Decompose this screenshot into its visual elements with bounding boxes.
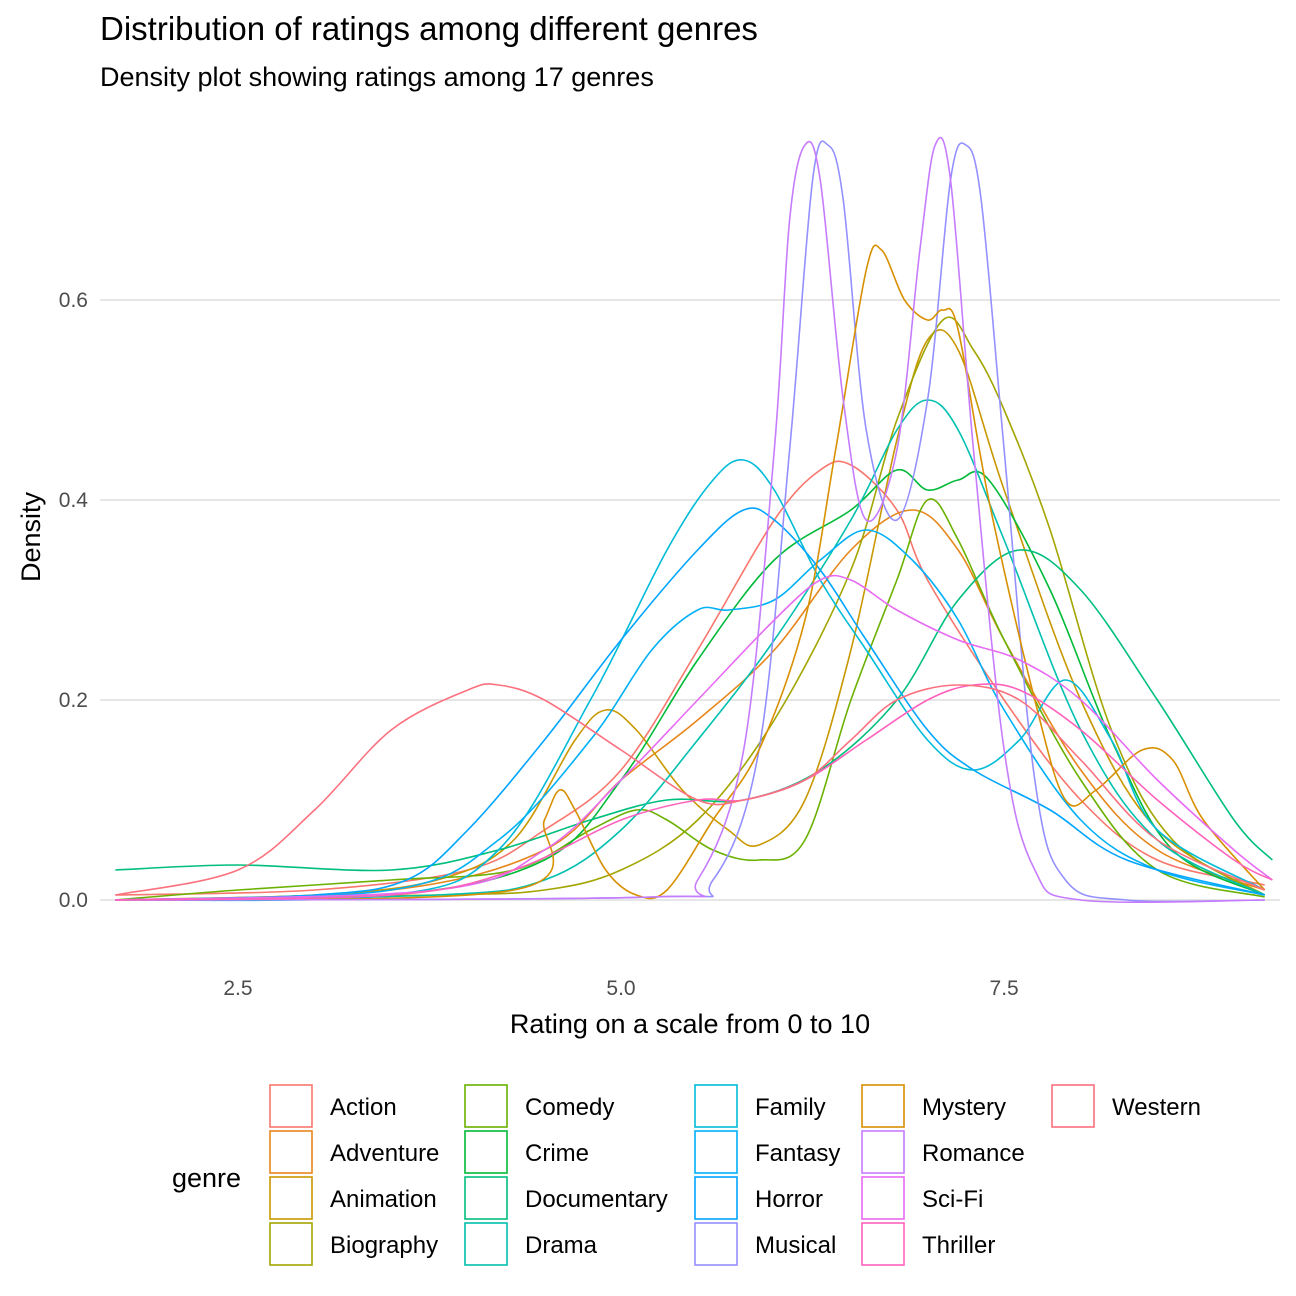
density-line-biography	[115, 316, 1266, 901]
density-line-thriller	[115, 683, 1273, 901]
legend-key-biography	[269, 1222, 313, 1266]
legend-label-horror: Horror	[755, 1186, 823, 1213]
density-line-animation	[115, 329, 1266, 901]
density-line-romance	[115, 136, 1265, 904]
density-line-horror	[115, 507, 1265, 901]
legend-label-crime: Crime	[525, 1140, 589, 1167]
legend-key-family	[694, 1084, 738, 1128]
legend-key-drama	[464, 1222, 508, 1266]
legend-label-animation: Animation	[330, 1186, 437, 1213]
legend-key-action	[269, 1084, 313, 1128]
legend-label-thriller: Thriller	[922, 1232, 995, 1259]
density-line-drama	[115, 399, 1266, 901]
chart-subtitle: Density plot showing ratings among 17 ge…	[100, 62, 654, 92]
legend-label-documentary: Documentary	[525, 1186, 668, 1213]
legend: Action Adventure Animation Biography Comedy C…	[269, 1084, 1201, 1266]
legend-label-mystery: Mystery	[922, 1094, 1006, 1121]
legend-label-western: Western	[1112, 1094, 1201, 1121]
density-line-fantasy	[115, 529, 1265, 901]
x-tick-label: 5.0	[606, 977, 635, 1000]
legend-label-comedy: Comedy	[525, 1094, 614, 1121]
legend-key-documentary	[464, 1176, 508, 1220]
x-axis-title: Rating on a scale from 0 to 10	[510, 1009, 870, 1039]
legend-key-musical	[694, 1222, 738, 1266]
x-axis-ticks: 2.5 5.0 7.5	[223, 977, 1018, 1000]
y-tick-label: 0.4	[59, 489, 89, 512]
grid-lines	[100, 299, 1280, 901]
legend-label-drama: Drama	[525, 1232, 598, 1259]
legend-title: genre	[172, 1163, 241, 1193]
legend-label-sci-fi: Sci-Fi	[922, 1186, 983, 1213]
legend-key-fantasy	[694, 1130, 738, 1174]
density-line-documentary	[115, 549, 1273, 872]
legend-key-horror	[694, 1176, 738, 1220]
x-tick-label: 2.5	[223, 977, 252, 1000]
legend-label-adventure: Adventure	[330, 1140, 439, 1167]
legend-key-sci-fi	[861, 1176, 905, 1220]
density-line-family	[115, 458, 1266, 902]
density-line-crime	[115, 469, 1266, 901]
density-line-action	[115, 460, 1265, 896]
density-line-sci-fi	[115, 574, 1273, 901]
legend-label-biography: Biography	[330, 1232, 438, 1259]
y-tick-label: 0.6	[59, 289, 88, 312]
y-tick-label: 0.0	[59, 889, 88, 912]
legend-key-western	[1051, 1084, 1095, 1128]
legend-key-mystery	[861, 1084, 905, 1128]
legend-label-romance: Romance	[922, 1140, 1025, 1167]
legend-key-romance	[861, 1130, 905, 1174]
density-line-mystery	[115, 244, 1266, 901]
density-curves	[115, 136, 1273, 904]
legend-key-comedy	[464, 1084, 508, 1128]
legend-key-animation	[269, 1176, 313, 1220]
y-tick-label: 0.2	[59, 689, 88, 712]
density-line-comedy	[115, 498, 1265, 901]
density-line-musical	[115, 140, 1265, 903]
legend-key-adventure	[269, 1130, 313, 1174]
legend-label-musical: Musical	[755, 1232, 836, 1259]
y-axis-ticks: 0.0 0.2 0.4 0.6	[59, 289, 89, 912]
legend-label-action: Action	[330, 1094, 397, 1121]
legend-key-crime	[464, 1130, 508, 1174]
y-axis-title: Density	[16, 491, 46, 582]
legend-label-family: Family	[755, 1094, 826, 1121]
density-line-western	[115, 683, 1266, 896]
x-tick-label: 7.5	[990, 977, 1019, 1000]
legend-label-fantasy: Fantasy	[755, 1140, 840, 1167]
chart-title: Distribution of ratings among different …	[100, 10, 758, 47]
legend-key-thriller	[861, 1222, 905, 1266]
